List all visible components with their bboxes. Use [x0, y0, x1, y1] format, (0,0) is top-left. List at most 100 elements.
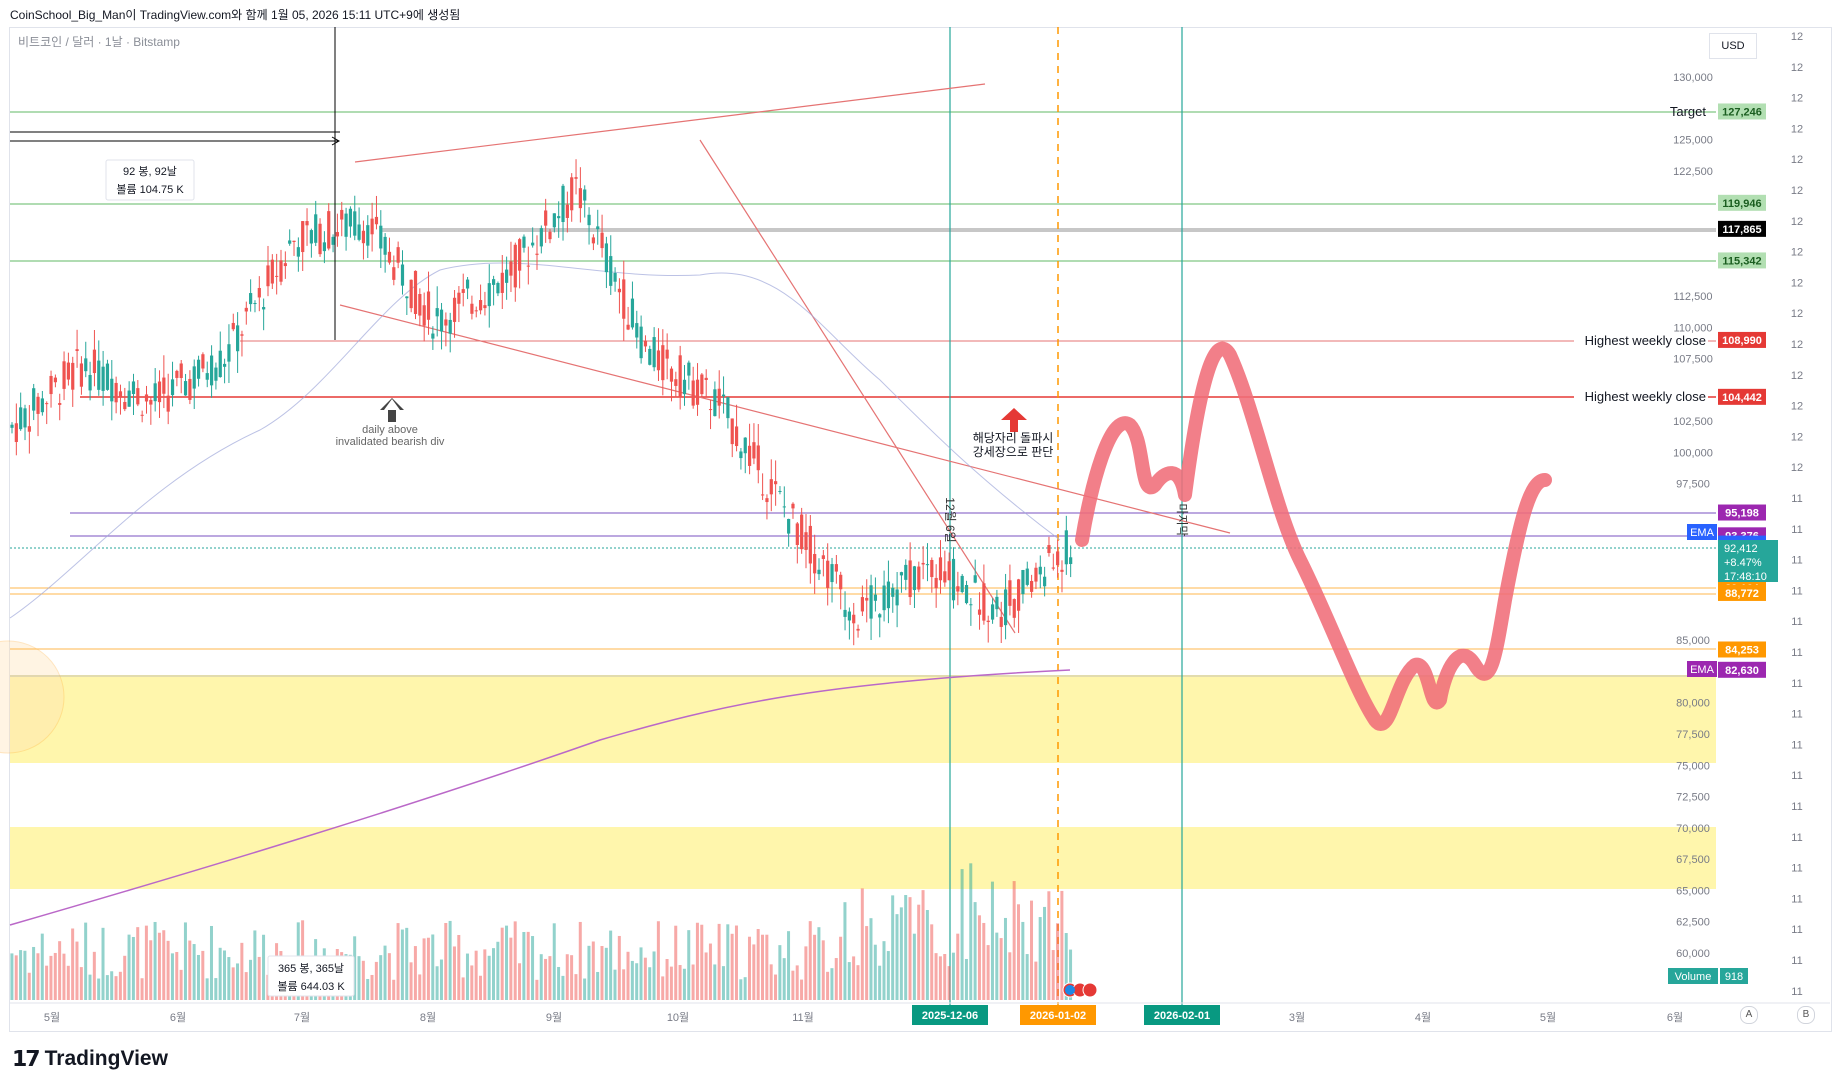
candle-body [865, 597, 869, 601]
candle-body [331, 236, 335, 245]
price-tick-label: 122,500 [1673, 166, 1713, 178]
svg-text:2026-01-02: 2026-01-02 [1030, 1010, 1086, 1022]
volume-bar [131, 936, 135, 1000]
volume-bar [583, 978, 587, 1000]
candle-body [704, 377, 708, 380]
candle-body [223, 363, 227, 367]
volume-bar [557, 966, 561, 1000]
volume-bar [75, 941, 79, 1000]
volume-bar [170, 953, 174, 1000]
volume-bar [999, 938, 1003, 1000]
svg-text:92,412: 92,412 [1724, 543, 1758, 555]
volume-bar [88, 974, 92, 1000]
volume-bar [1043, 906, 1047, 1000]
red-up-arrow-icon [1001, 408, 1027, 432]
candle-body [813, 554, 817, 574]
candle-body [214, 367, 218, 381]
candle-body [413, 270, 418, 314]
candle-body [891, 587, 895, 597]
volume-bar [149, 940, 153, 1000]
volume-bar [535, 979, 539, 1000]
volume-bar [869, 918, 873, 1000]
volume-bar [413, 946, 417, 1000]
volume-bar [522, 932, 526, 1000]
month-label: 11월 [792, 1011, 814, 1024]
price-tag: 104,442 [1718, 388, 1766, 405]
tradingview-logo[interactable]: 𝟭𝟳 TradingView [12, 1046, 168, 1072]
candle-body [583, 189, 587, 201]
secondary-tick-label: 11 [1791, 863, 1802, 875]
candle-body [448, 319, 452, 334]
volume-bar [895, 914, 899, 1000]
candle-body [279, 260, 283, 282]
candle-body [665, 349, 669, 359]
volume-bar [66, 965, 70, 1000]
price-tick-label: 130,000 [1673, 72, 1713, 84]
currency-button[interactable]: USD [1709, 33, 1757, 59]
volume-bar [808, 921, 812, 1000]
candle-body [374, 216, 379, 225]
candle-body [548, 231, 552, 240]
candle-body [747, 445, 752, 466]
volume-bar [1064, 933, 1068, 1000]
volume-bar [513, 921, 517, 1000]
candle-body [266, 265, 270, 287]
candle-body [431, 333, 435, 339]
month-label: 9월 [546, 1011, 562, 1024]
candle-body [669, 368, 674, 382]
volume-bar [426, 937, 430, 1000]
time-axis: 5월 6월 7월 8월 9월 10월 11월 3월 4월 5월 6월 2025-12-06 2026-0… [10, 1002, 1830, 1025]
volume-bar [1051, 950, 1055, 1000]
candle-body [27, 426, 31, 432]
measure-box-365: 365 봉, 365날 볼륨 644.03 K [267, 955, 355, 997]
volume-bar [400, 929, 404, 1000]
annotation-invalidated: invalidated bearish div [336, 436, 445, 448]
secondary-axis: 12 12 12 12 12 12 12 12 12 12 12 12 12 12 12 11 11 11 11 11… [1791, 31, 1803, 998]
candle-body [340, 209, 344, 220]
volume-bar [144, 925, 148, 1000]
candle-body [240, 334, 244, 336]
volume-bar [188, 940, 192, 1000]
annotation-bull-market: 강세장으로 판단 [973, 445, 1054, 459]
candle-body [539, 228, 543, 247]
candle-body [136, 388, 140, 405]
volume-bar [678, 965, 682, 1000]
secondary-tick-label: 12 [1791, 185, 1803, 197]
volume-bar [973, 902, 977, 1000]
log-scale-button[interactable]: B [1797, 1006, 1815, 1024]
volume-bar [370, 974, 374, 1000]
volume-bar [240, 942, 244, 1000]
candle-body [500, 272, 504, 293]
candle-body [305, 221, 309, 226]
price-tick-label: 77,500 [1676, 729, 1710, 741]
price-tick-label: 67,500 [1676, 854, 1710, 866]
candle-body [188, 378, 192, 400]
price-chart[interactable]: 12월 6일 마지막 daily above invalidated beari… [0, 0, 1835, 1040]
annotation-last: 마지막 [1175, 503, 1189, 536]
candle-body [1069, 557, 1073, 565]
svg-text:88,772: 88,772 [1725, 588, 1759, 600]
volume-bar [969, 863, 973, 1000]
candle-body [1008, 580, 1012, 606]
price-tick-label: 60,000 [1676, 948, 1710, 960]
volume-bar [648, 967, 652, 1000]
candle-body [409, 279, 413, 309]
candle-body [157, 381, 162, 403]
candle-body [544, 210, 548, 226]
price-tag: 119,946 [1718, 194, 1766, 211]
candle-body [418, 294, 422, 316]
volume-bar [622, 969, 626, 1000]
candle-body [23, 408, 27, 428]
candle-body [131, 381, 136, 395]
volume-bar [439, 959, 443, 1000]
volume-bar [852, 956, 856, 1000]
auto-scale-button[interactable]: A [1740, 1006, 1758, 1024]
volume-bar [53, 952, 57, 1000]
caption-hwc-1: Highest weekly close [1574, 333, 1708, 350]
volume-bar [431, 934, 435, 1000]
candle-body [288, 240, 292, 244]
svg-text:108,990: 108,990 [1722, 335, 1762, 347]
candle-body [426, 291, 431, 320]
candle-body [969, 604, 973, 606]
candle-body [964, 585, 969, 604]
